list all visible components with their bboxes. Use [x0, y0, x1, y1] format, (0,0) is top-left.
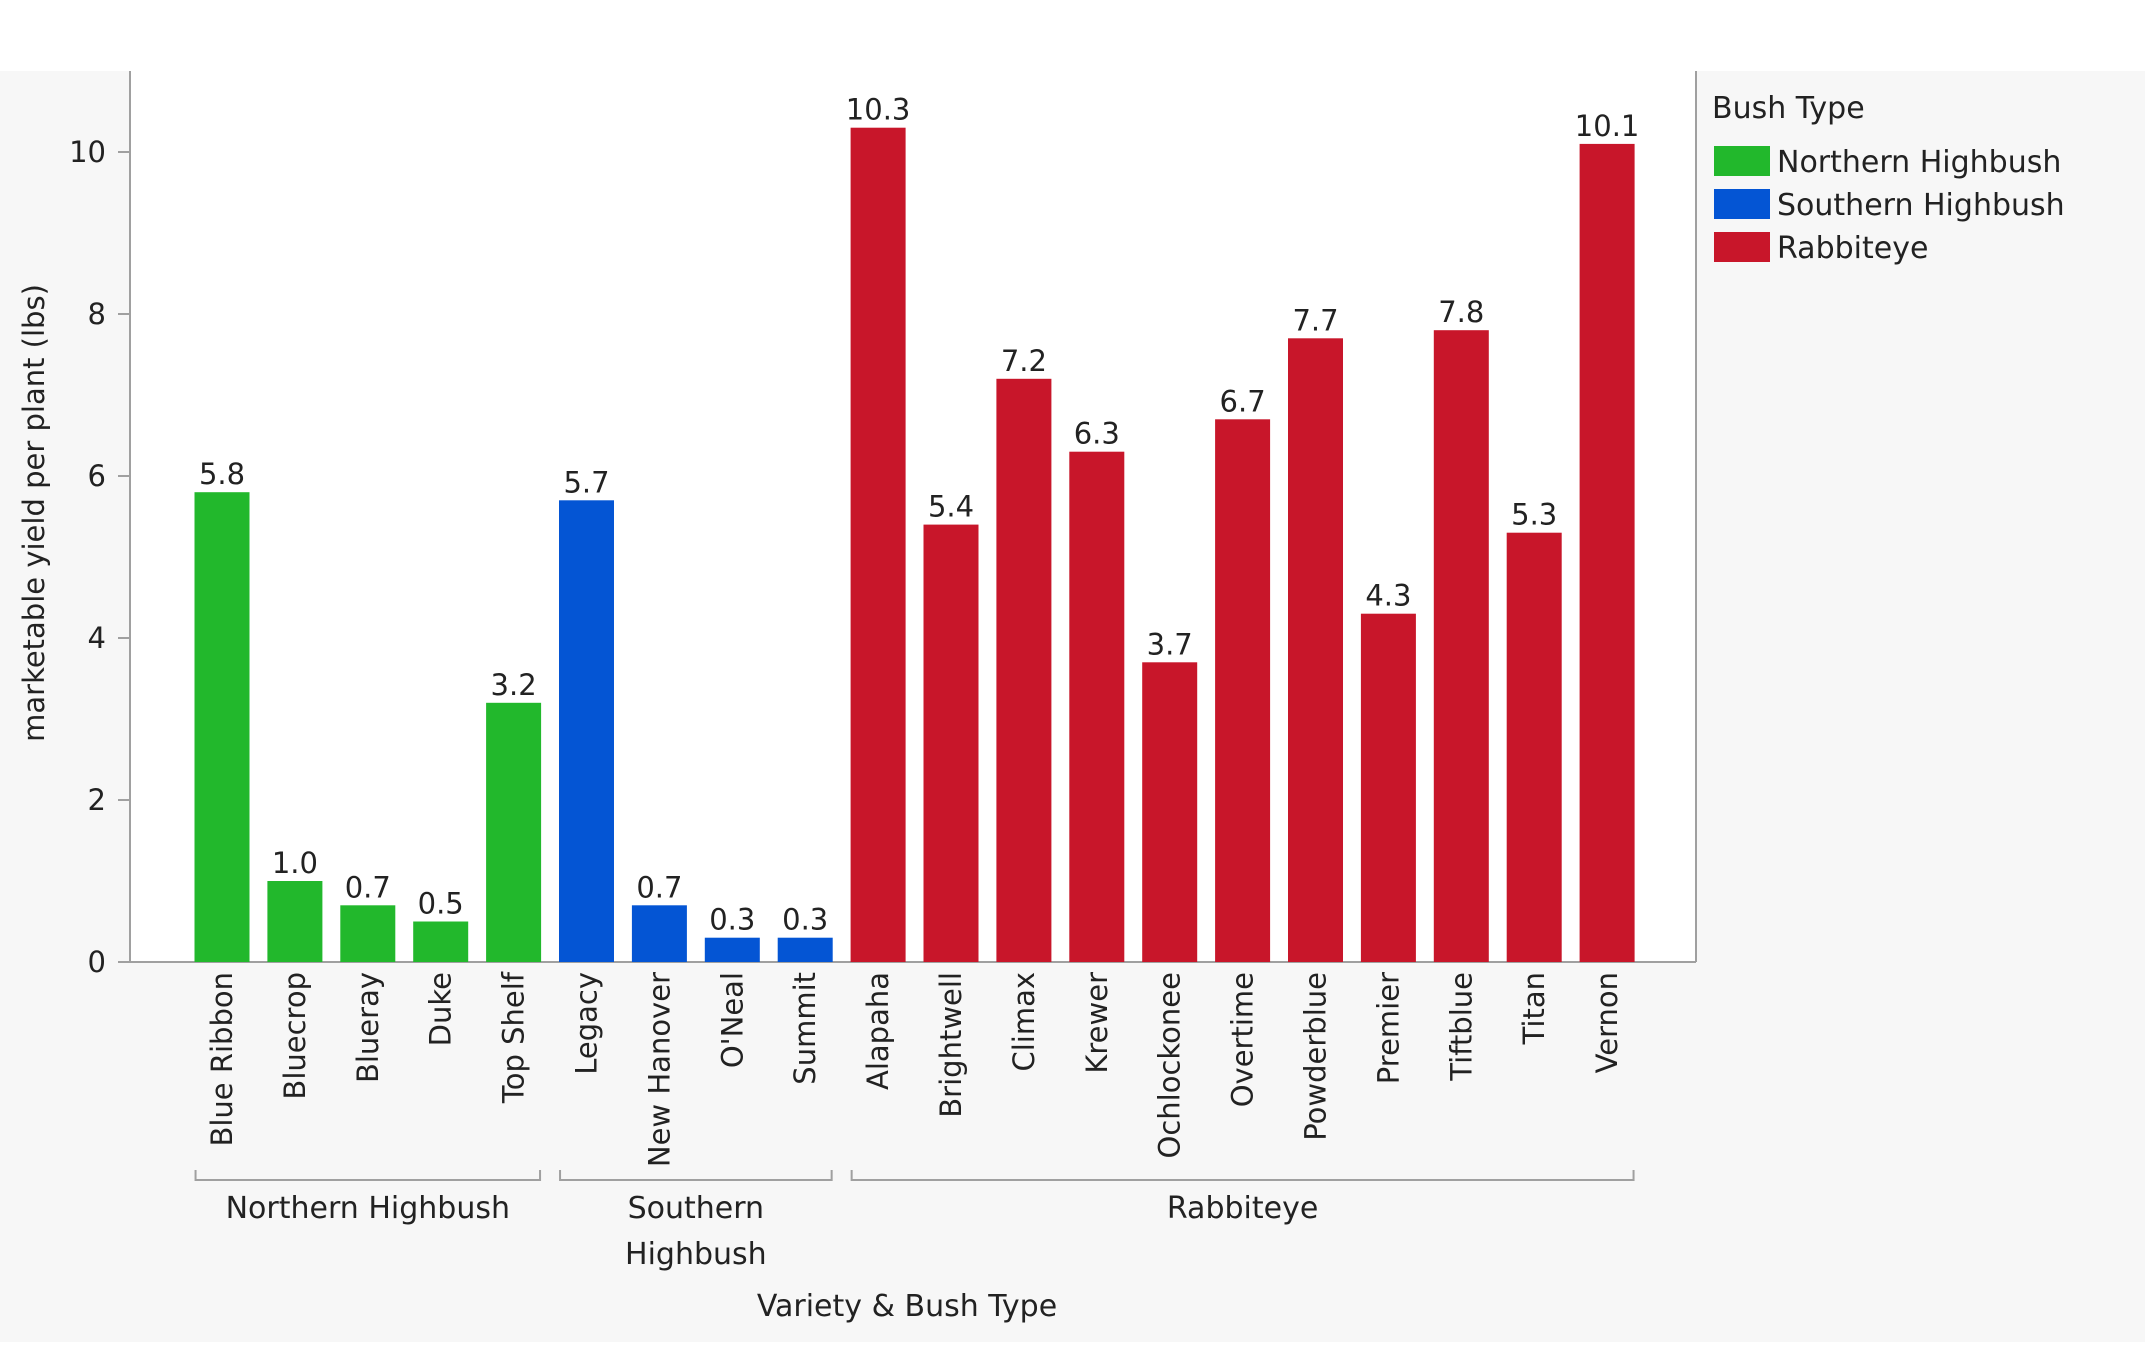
- bar-value-label: 7.2: [1001, 344, 1047, 378]
- bar: [1433, 330, 1489, 962]
- bar-value-label: 0.7: [345, 870, 391, 904]
- y-tick-label: 0: [88, 945, 106, 979]
- bar: [1288, 338, 1343, 962]
- legend-swatch: [1714, 189, 1770, 219]
- bar-value-label: 10.3: [846, 93, 911, 127]
- bar-value-label: 5.4: [928, 490, 974, 524]
- x-category-label: Titan: [1517, 972, 1551, 1045]
- y-tick-label: 4: [88, 621, 106, 655]
- group-bracket: [559, 1170, 833, 1181]
- x-category-label: Legacy: [570, 972, 604, 1075]
- bar-value-label: 7.8: [1438, 295, 1484, 329]
- y-tick-label: 10: [69, 135, 106, 169]
- group-label: Highbush: [625, 1237, 767, 1272]
- x-category-label: Duke: [424, 972, 458, 1046]
- y-axis-title: marketable yield per plant (lbs): [17, 284, 51, 742]
- group-label: Northern Highbush: [226, 1191, 510, 1226]
- bar: [996, 378, 1052, 962]
- bar: [1069, 451, 1125, 962]
- bar-value-label: 0.3: [782, 903, 828, 937]
- x-category-label: Top Shelf: [497, 971, 531, 1104]
- bar: [1142, 662, 1198, 962]
- bar-value-label: 1.0: [272, 846, 318, 880]
- bar-value-label: 5.7: [563, 465, 609, 499]
- bar-value-label: 3.7: [1147, 627, 1193, 661]
- x-category-label: New Hanover: [642, 972, 676, 1167]
- bar: [194, 492, 250, 962]
- bar-value-label: 10.1: [1575, 109, 1640, 143]
- bar-value-label: 6.7: [1220, 384, 1266, 418]
- bar: [850, 127, 906, 962]
- x-category-label: Alapaha: [861, 972, 895, 1090]
- bar: [1360, 613, 1416, 962]
- bar: [1215, 419, 1271, 962]
- bar: [777, 937, 833, 962]
- bar-value-label: 0.7: [636, 870, 682, 904]
- bar: [559, 500, 614, 962]
- bar: [486, 702, 542, 962]
- x-category-label: Powderblue: [1299, 972, 1333, 1141]
- bar: [704, 937, 760, 962]
- x-category-label: Premier: [1371, 972, 1405, 1084]
- x-category-label: Overtime: [1226, 972, 1260, 1107]
- bar-value-label: 6.3: [1074, 417, 1120, 451]
- group-label: Rabbiteye: [1167, 1191, 1318, 1226]
- x-category-label: O'Neal: [715, 972, 749, 1068]
- legend-swatch: [1714, 146, 1770, 176]
- y-tick-label: 2: [88, 783, 106, 817]
- legend-entry-label: Southern Highbush: [1777, 188, 2065, 223]
- legend-swatch: [1714, 232, 1770, 262]
- bar: [923, 524, 979, 962]
- bar-value-label: 5.3: [1511, 498, 1557, 532]
- x-category-label: Bluecrop: [278, 972, 312, 1100]
- bar: [631, 905, 687, 962]
- x-category-label: Brightwell: [934, 972, 968, 1118]
- bar: [413, 921, 469, 962]
- x-category-label: Blue Ribbon: [205, 972, 239, 1147]
- x-category-label: Tiftblue: [1444, 972, 1478, 1082]
- x-category-label: Ochlockonee: [1153, 972, 1187, 1158]
- bar-value-label: 4.3: [1365, 579, 1411, 613]
- x-category-label: Summit: [788, 972, 822, 1085]
- bar-value-label: 3.2: [491, 668, 537, 702]
- bar: [1579, 143, 1635, 962]
- x-category-label: Krewer: [1080, 972, 1114, 1074]
- legend: Bush Type Northern Highbush Southern High…: [1712, 91, 2065, 266]
- x-category-label: Climax: [1007, 972, 1041, 1072]
- legend-title: Bush Type: [1712, 91, 1865, 126]
- legend-entry-label: Rabbiteye: [1777, 231, 1928, 266]
- x-axis-title: Variety & Bush Type: [757, 1289, 1057, 1324]
- bar: [1506, 532, 1562, 962]
- bar-value-label: 7.7: [1292, 303, 1338, 337]
- y-tick-label: 6: [88, 459, 106, 493]
- bar: [340, 905, 396, 962]
- bar: [267, 881, 323, 962]
- legend-entry-label: Northern Highbush: [1777, 145, 2061, 180]
- group-label: Southern: [628, 1191, 764, 1226]
- bar-value-label: 0.5: [418, 887, 464, 921]
- y-tick-label: 8: [88, 297, 106, 331]
- bar-value-label: 5.8: [199, 457, 245, 491]
- bar-value-label: 0.3: [709, 903, 755, 937]
- group-bracket: [850, 1170, 1635, 1181]
- x-category-label: Vernon: [1590, 972, 1624, 1073]
- group-bracket: [194, 1170, 542, 1181]
- x-category-label: Blueray: [351, 972, 385, 1083]
